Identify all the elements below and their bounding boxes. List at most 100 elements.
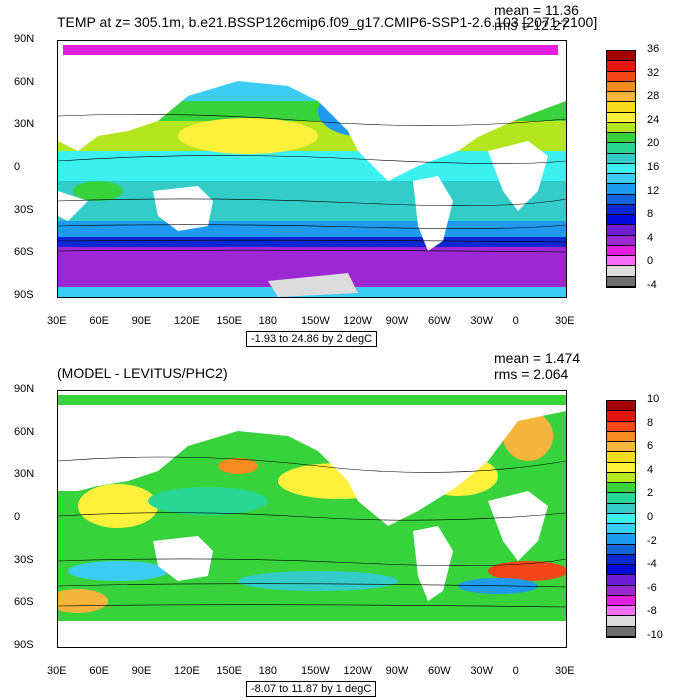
bottom-lon-tick: 30W <box>470 665 493 677</box>
bottom-colorbar-swatch <box>607 411 635 422</box>
bottom-lon-tick: 60E <box>89 665 109 677</box>
bottom-colorbar-swatch <box>607 483 635 494</box>
bottom-colorbar-swatch <box>607 462 635 473</box>
top-panel: TEMP at z= 305.1m, b.e21.BSSP126cmip6.f0… <box>14 2 660 347</box>
bottom-colorbar-swatch <box>607 565 635 576</box>
top-colorbar-swatch <box>607 61 635 72</box>
top-colorbar-swatch <box>607 276 635 287</box>
top-colorbar-label: 36 <box>647 43 660 55</box>
top-lat-tick: 90N <box>14 33 35 45</box>
bottom-lon-tick: 60W <box>428 665 451 677</box>
top-lat-tick: 0 <box>14 161 21 173</box>
top-colorbar-swatch <box>607 81 635 93</box>
bottom-lon-tick: 90W <box>385 665 409 677</box>
top-lon-tick: 120E <box>174 315 200 327</box>
top-colorbar-label: 16 <box>647 161 660 173</box>
bottom-colorbar-swatch <box>607 513 635 525</box>
top-colorbar-swatch <box>607 184 635 195</box>
bottom-colorbar-swatch <box>607 616 635 627</box>
bottom-colorbar-swatch <box>607 452 635 463</box>
top-map-title: TEMP at z= 305.1m, b.e21.BSSP126cmip6.f0… <box>57 14 598 30</box>
top-colorbar-swatch <box>607 133 635 144</box>
top-lon-tick: 180 <box>258 315 278 327</box>
top-range-label: -1.93 to 24.86 by 2 degC <box>246 331 378 347</box>
bottom-lat-tick: 90N <box>14 383 35 395</box>
top-colorbar-label: 8 <box>647 208 654 221</box>
top-colorbar-swatch <box>607 256 635 267</box>
top-colorbar-swatch <box>607 112 635 123</box>
top-lat-tick: 90S <box>14 289 34 301</box>
bottom-colorbar-swatch <box>607 431 635 443</box>
bottom-colorbar-swatch <box>607 606 635 617</box>
bottom-lon-tick: 90E <box>131 665 152 677</box>
bottom-mean-stat: mean = 1.474 <box>494 350 581 366</box>
top-colorbar-swatch <box>607 153 635 164</box>
bottom-map-title: (MODEL - LEVITUS/PHC2) <box>57 365 228 381</box>
top-colorbar-swatch <box>607 122 635 134</box>
top-colorbar-label: 0 <box>647 255 654 268</box>
bottom-lon-tick: 120W <box>343 665 373 677</box>
bottom-lon-tick: 30E <box>555 665 575 677</box>
top-colorbar-swatch <box>607 225 635 236</box>
bottom-colorbar-swatch <box>607 626 635 637</box>
bottom-difference-map <box>58 391 566 647</box>
top-colorbar-swatch <box>607 71 635 82</box>
top-colorbar-swatch <box>607 215 635 226</box>
top-colorbar-swatch <box>607 163 635 175</box>
top-colorbar-label: -4 <box>647 279 657 291</box>
top-colorbar-swatch <box>607 245 635 257</box>
top-colorbar-label: 24 <box>647 113 660 126</box>
top-lon-tick: 30E <box>555 315 575 327</box>
bottom-colorbar-label: -2 <box>647 534 657 547</box>
bottom-colorbar-label: -8 <box>647 605 657 618</box>
top-colorbar-label: 20 <box>647 137 660 150</box>
bottom-colorbar-swatch <box>607 544 635 555</box>
top-colorbar-swatch <box>607 174 635 185</box>
top-colorbar-swatch <box>607 204 635 216</box>
top-colorbar-swatch <box>607 194 635 205</box>
bottom-lon-tick: 30E <box>47 665 67 677</box>
bottom-colorbar-label: 0 <box>647 511 654 523</box>
bottom-colorbar-swatch <box>607 401 635 412</box>
bottom-colorbar-swatch <box>607 534 635 545</box>
top-rms-stat: rms = 12.27 <box>494 17 569 33</box>
top-lat-tick: 30N <box>14 118 35 131</box>
bottom-panel: (MODEL - LEVITUS/PHC2) mean = 1.474 rms … <box>0 350 700 700</box>
top-lon-tick: 30W <box>470 315 493 327</box>
bottom-colorbar-swatch <box>607 442 635 453</box>
top-lat-tick: 30S <box>14 203 34 216</box>
bottom-colorbar-swatch <box>607 421 635 432</box>
top-lon-tick: 90W <box>385 315 409 327</box>
bottom-colorbar-swatch <box>607 554 635 566</box>
bottom-colorbar-label: -10 <box>647 629 663 641</box>
top-colorbar-label: 32 <box>647 66 660 79</box>
bottom-lat-tick: 90S <box>14 639 34 651</box>
top-temperature-map <box>58 41 566 297</box>
top-mean-stat: mean = 11.36 <box>494 2 579 18</box>
bottom-colorbar-label: 10 <box>647 393 660 405</box>
top-colorbar-swatch <box>607 143 635 154</box>
top-colorbar-swatch <box>607 51 635 62</box>
top-colorbar-swatch <box>607 92 635 103</box>
top-lon-tick: 90E <box>131 315 152 327</box>
top-colorbar-swatch <box>607 266 635 277</box>
bottom-lon-tick: 150W <box>301 665 330 677</box>
top-lon-tick: 30E <box>47 315 67 327</box>
bottom-colorbar-swatch <box>607 575 635 586</box>
top-lon-tick: 0 <box>512 315 519 327</box>
bottom-rms-stat: rms = 2.064 <box>494 366 569 382</box>
top-colorbar <box>606 50 636 288</box>
bottom-colorbar-swatch <box>607 472 635 484</box>
top-colorbar-label: 12 <box>647 184 660 197</box>
top-colorbar-swatch <box>607 102 635 113</box>
top-lon-tick: 60E <box>89 315 109 327</box>
top-lon-tick: 60W <box>428 315 451 327</box>
top-lon-tick: 150W <box>301 315 330 327</box>
top-colorbar-label: 28 <box>647 90 660 103</box>
top-colorbar-swatch <box>607 235 635 246</box>
bottom-map-frame <box>57 390 567 648</box>
bottom-colorbar-label: 2 <box>647 487 654 500</box>
bottom-lon-tick: 0 <box>512 665 519 677</box>
bottom-colorbar-swatch <box>607 585 635 596</box>
bottom-colorbar-swatch <box>607 493 635 504</box>
